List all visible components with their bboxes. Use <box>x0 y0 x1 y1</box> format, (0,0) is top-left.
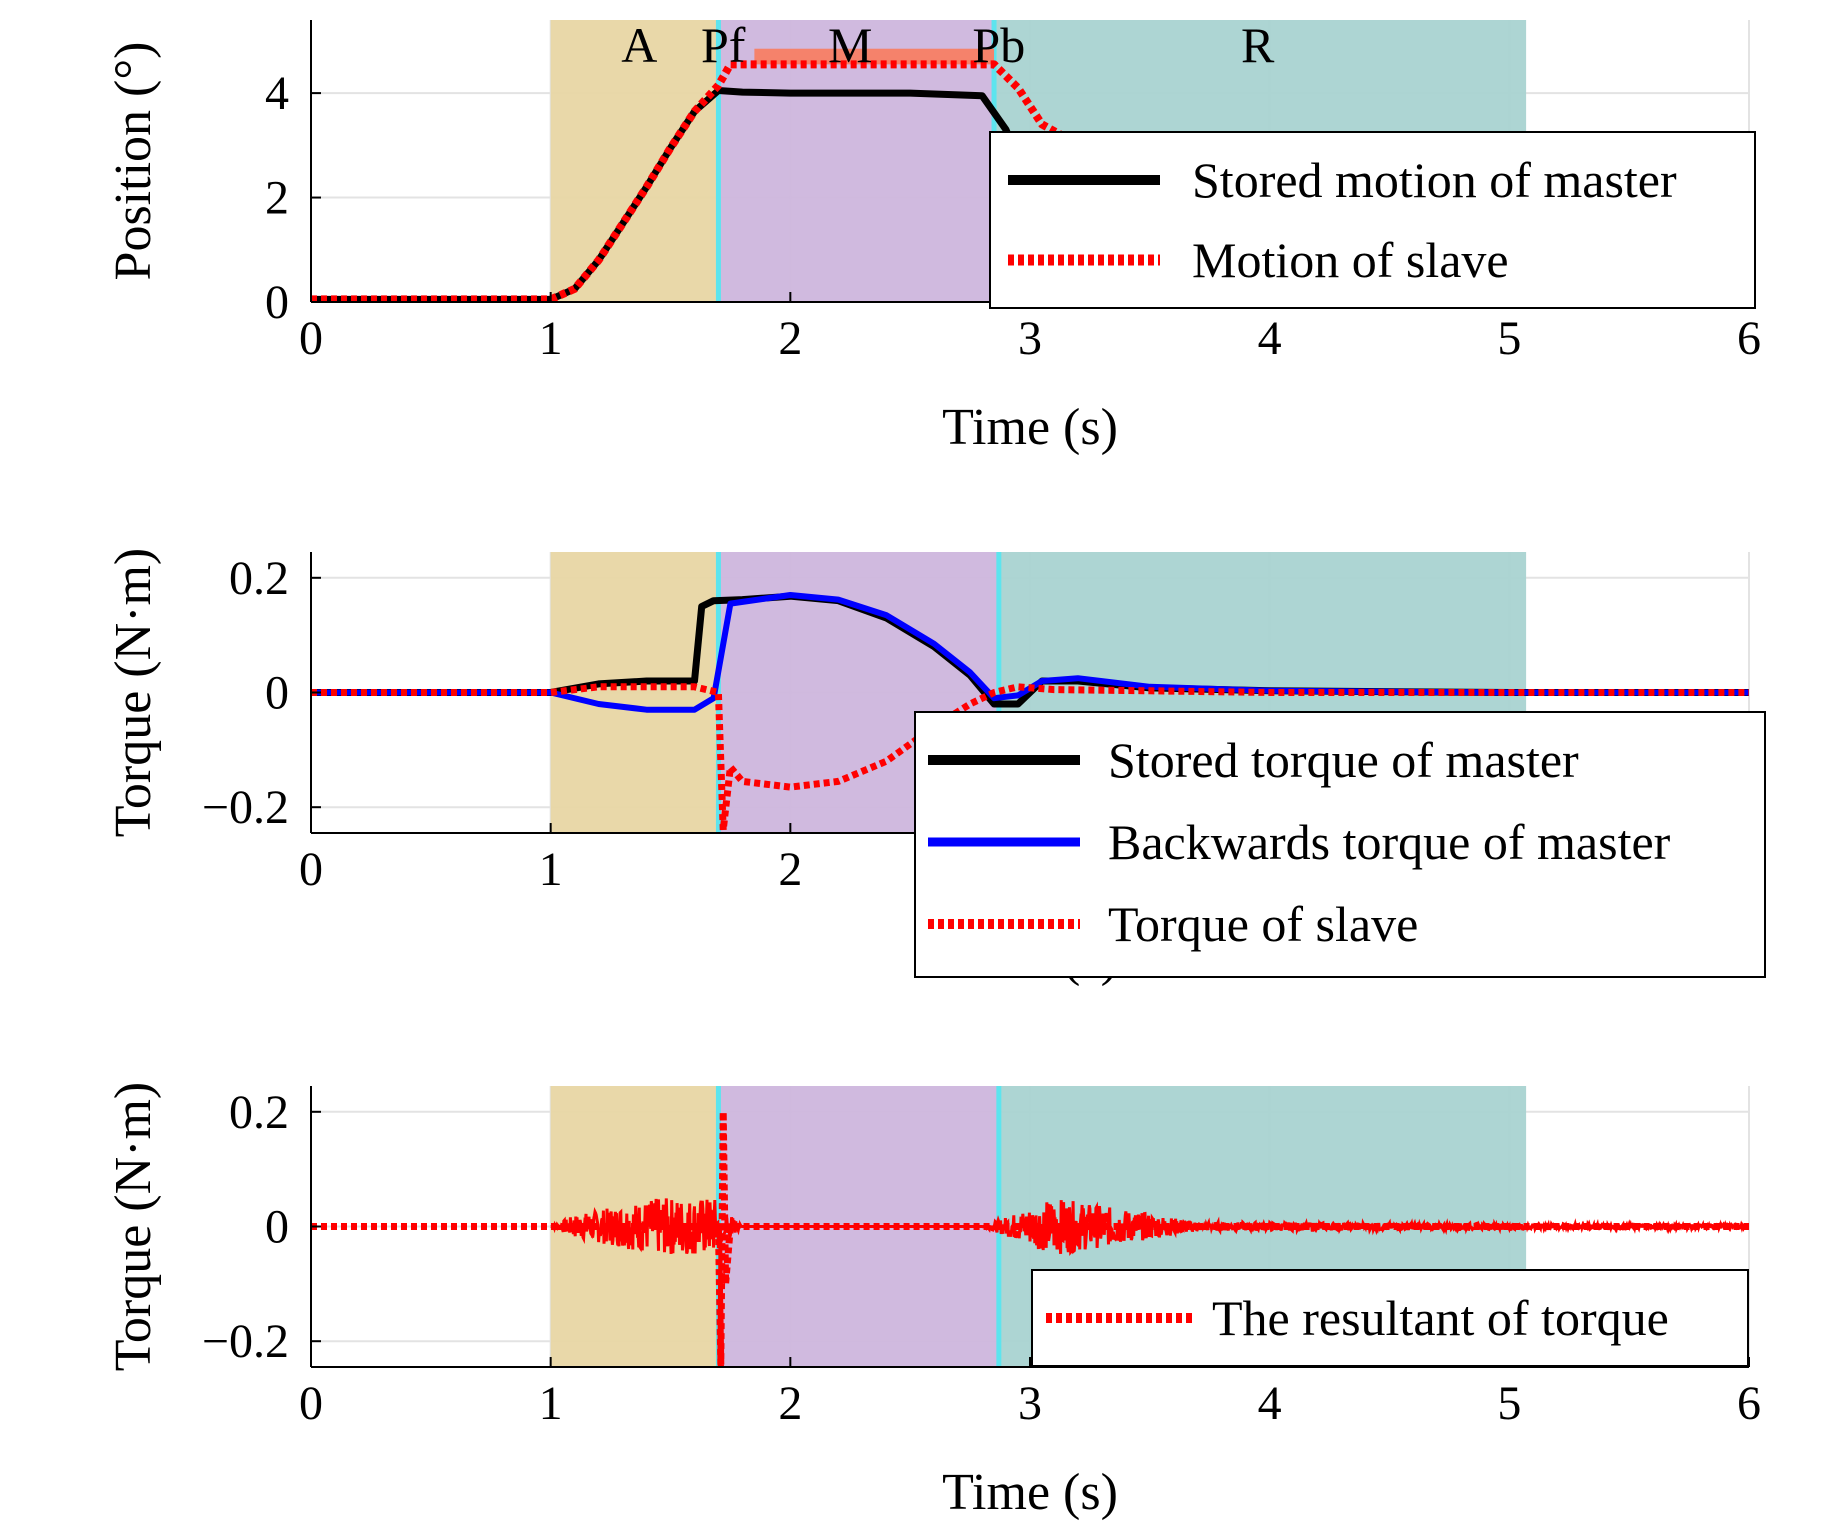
phase-label-M: M <box>828 17 872 73</box>
x-tick-label: 6 <box>1737 1377 1761 1430</box>
x-tick-label: 6 <box>1737 312 1761 365</box>
position-panel: 0 1 2 3 4 5 6 0 2 4 Time (s) Position (°) A M R Pf Pb Sto… <box>105 17 1761 456</box>
x-tick-label: 1 <box>539 843 563 896</box>
y-tick-label: −0.2 <box>202 1315 289 1368</box>
legend: Stored motion of master Motion of slave <box>989 131 1756 309</box>
legend-label: Stored torque of master <box>1108 732 1579 788</box>
phase-region-A <box>550 20 719 302</box>
legend-label: The resultant of torque <box>1212 1290 1669 1346</box>
series-line-0 <box>311 1108 1749 1367</box>
legend-label: Stored motion of master <box>1192 152 1677 208</box>
resultant-noise <box>550 1198 1749 1256</box>
x-tick-label: 3 <box>1018 312 1042 365</box>
y-axis-title: Torque (N·m) <box>105 548 162 837</box>
legend-box <box>989 131 1756 309</box>
phase-label-Pf: Pf <box>701 17 746 73</box>
y-tick-label: 0.2 <box>229 552 289 605</box>
x-tick-label: 1 <box>539 1377 563 1430</box>
x-tick-label: 2 <box>778 312 802 365</box>
y-tick-label: 0 <box>265 276 289 329</box>
x-tick-label: 0 <box>299 1377 323 1430</box>
y-tick-label: −0.2 <box>202 781 289 834</box>
x-tick-label: 5 <box>1497 312 1521 365</box>
x-tick-label: 1 <box>539 312 563 365</box>
y-tick-label: 2 <box>265 172 289 225</box>
phase-region-A <box>550 552 719 833</box>
x-tick-label: 0 <box>299 312 323 365</box>
x-tick-label: 2 <box>778 843 802 896</box>
y-axis-title: Torque (N·m) <box>105 1082 162 1371</box>
x-tick-label: 3 <box>1018 1377 1042 1430</box>
x-tick-label: 0 <box>299 843 323 896</box>
x-tick-label: 4 <box>1258 1377 1282 1430</box>
y-tick-label: 4 <box>265 67 289 120</box>
series-line-1 <box>311 592 1749 713</box>
x-tick-label: 5 <box>1497 1377 1521 1430</box>
x-tick-label: 2 <box>778 1377 802 1430</box>
y-tick-label: 0.2 <box>229 1086 289 1139</box>
y-tick-label: 0 <box>265 667 289 720</box>
y-tick-label: 0 <box>265 1201 289 1254</box>
phase-label-A: A <box>621 17 657 73</box>
y-axis-title: Position (°) <box>105 42 162 281</box>
x-axis-title: Time (s) <box>942 1464 1118 1521</box>
legend-label: Backwards torque of master <box>1108 814 1671 870</box>
x-tick-label: 4 <box>1258 312 1282 365</box>
legend-label: Motion of slave <box>1192 232 1509 288</box>
series-line-2 <box>311 683 1749 833</box>
phase-label-Pb: Pb <box>972 17 1025 73</box>
x-axis-title: Time (s) <box>942 399 1118 456</box>
phase-label-R: R <box>1241 17 1275 73</box>
legend: Stored torque of master Backwards torque … <box>914 711 1766 978</box>
legend: The resultant of torque <box>1031 1269 1749 1367</box>
legend-label: Torque of slave <box>1108 896 1418 952</box>
